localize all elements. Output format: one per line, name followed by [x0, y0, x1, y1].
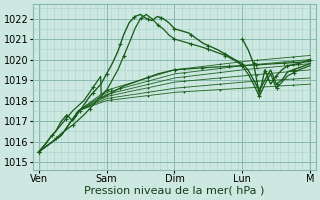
X-axis label: Pression niveau de la mer( hPa ): Pression niveau de la mer( hPa ) [84, 186, 265, 196]
